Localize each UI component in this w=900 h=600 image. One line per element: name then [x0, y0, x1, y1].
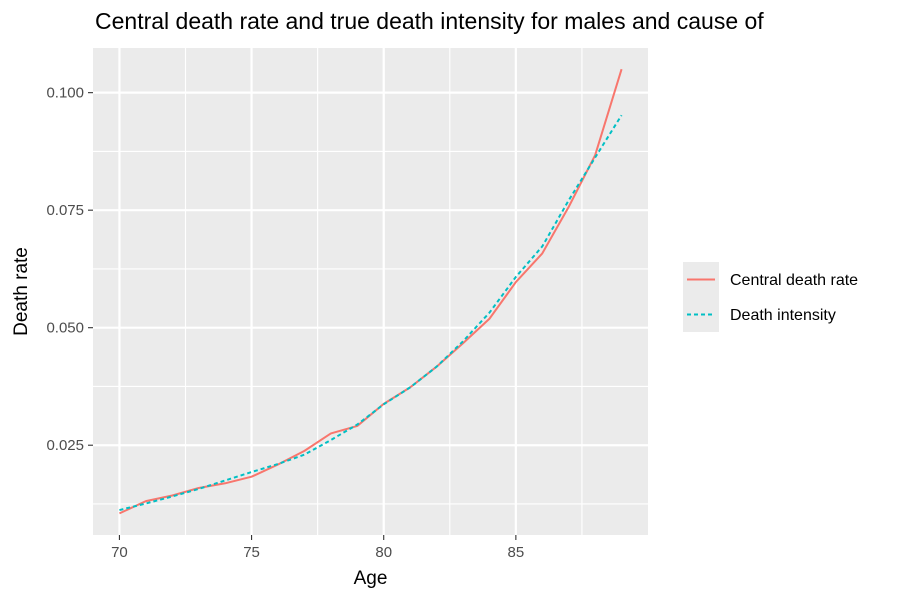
y-tick-label: 0.025 [46, 437, 84, 454]
y-tick-label: 0.050 [46, 320, 84, 337]
chart-title: Central death rate and true death intens… [95, 8, 764, 34]
series-lines [119, 68, 623, 515]
y-tick-label: 0.075 [46, 202, 84, 219]
y-tick-label: 0.100 [46, 85, 84, 102]
x-tick-label: 70 [111, 544, 128, 561]
series-line-2 [119, 114, 623, 512]
x-tick-label: 85 [508, 544, 525, 561]
axis-ticks [88, 92, 517, 540]
x-axis-title: Age [354, 568, 388, 589]
plot-panel [93, 48, 648, 535]
legend: Central death rate Death intensity [683, 262, 858, 332]
minor-gridlines [93, 48, 648, 535]
major-gridlines [93, 48, 648, 535]
y-axis-title: Death rate [11, 247, 32, 336]
legend-label-1: Central death rate [730, 272, 858, 289]
tick-labels: 70 75 80 85 0.025 0.050 0.075 0.100 [46, 85, 524, 561]
x-tick-label: 75 [243, 544, 260, 561]
legend-label-2: Death intensity [730, 307, 836, 324]
x-tick-label: 80 [375, 544, 392, 561]
